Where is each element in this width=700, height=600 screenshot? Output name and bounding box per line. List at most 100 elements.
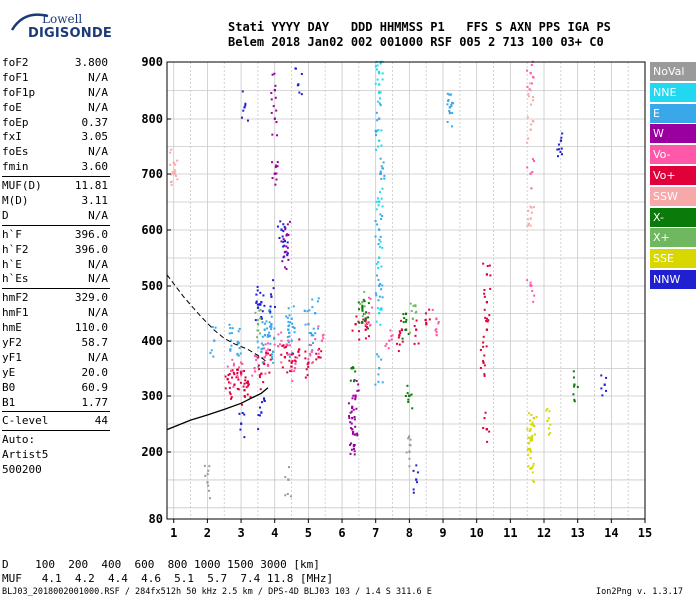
echo-vo--point [485, 328, 488, 331]
echo-vo--point [485, 273, 488, 276]
param-value: 396.0 [74, 227, 108, 241]
echo-e-point [238, 347, 241, 350]
echo-nnw-point [600, 374, 603, 377]
echo-vo--point [431, 308, 434, 311]
echo-ssw-point [532, 96, 535, 99]
echo-vo--point [530, 187, 533, 190]
echo-x--point [256, 336, 259, 339]
echo-nnw-point [278, 236, 281, 239]
echo-sse-point [532, 479, 535, 482]
echo-vo--point [230, 396, 233, 399]
echo-e-point [379, 104, 382, 107]
echo-e-point [272, 350, 275, 353]
echo-vo--point [244, 376, 247, 379]
echo-vo--point [224, 387, 227, 390]
param-row: 500200 [2, 463, 110, 478]
echo-nnw-point [561, 132, 564, 135]
echo-nnw-point [286, 253, 289, 256]
echo-vo--point [255, 359, 258, 362]
param-row: yE 20.0 [2, 366, 110, 381]
echo-nne-point [379, 191, 382, 194]
echo-e-point [378, 117, 381, 120]
echo-w-point [270, 111, 273, 114]
echo-vo--point [530, 63, 533, 66]
echo-nnw-point [263, 398, 266, 401]
echo-x--point [572, 376, 575, 379]
echo-w-point [285, 267, 288, 270]
param-row: Auto: [2, 433, 110, 448]
echo-vo--point [482, 345, 485, 348]
echo-nnw-point [272, 287, 275, 290]
muf-scale: D 100 200 400 600 800 1000 1500 3000 [km… [2, 558, 333, 586]
echo-nne-point [379, 62, 382, 65]
echo-ssw-point [169, 163, 172, 166]
echo-e-point [269, 312, 272, 315]
echo-vo--point [283, 356, 287, 359]
echo-ssw-point [526, 141, 529, 144]
echo-vo--point [290, 369, 293, 372]
param-row: fmin 3.60 [2, 160, 110, 175]
echo-ssw-point [174, 163, 177, 166]
echo-vo--point [371, 306, 374, 309]
echo-vo--point [243, 369, 246, 372]
echo-ssw-point [530, 211, 533, 214]
echo-e-point [230, 332, 233, 335]
echo-e-point [380, 358, 383, 361]
echo-nne-point [375, 262, 378, 265]
echo-sse-point [533, 433, 536, 436]
echo-nnw-point [286, 241, 289, 244]
echo-vo--point [280, 353, 283, 356]
echo-e-point [261, 361, 264, 364]
param-label: foE [2, 100, 22, 114]
echo-vo--point [483, 373, 486, 376]
echo-ssw-point [527, 92, 530, 95]
echo-noval-point [408, 450, 411, 453]
echo-e-point [374, 383, 377, 386]
echo-e-point [239, 352, 242, 355]
echo-ssw-point [526, 224, 529, 227]
echo-vo--point [428, 308, 431, 311]
echo-nnw-point [259, 406, 262, 409]
echo-e-point [381, 215, 384, 218]
echo-vo--point [526, 69, 529, 72]
echo-nnw-point [412, 469, 415, 472]
echo-e-point [447, 100, 450, 103]
echo-nnw-point [259, 291, 262, 294]
echo-vo--point [533, 160, 536, 163]
echo-e-point [374, 133, 377, 136]
echo-ssw-point [173, 169, 176, 172]
echo-vo--point [317, 325, 320, 328]
echo-nnw-point [559, 151, 562, 154]
echo-e-point [293, 331, 296, 334]
echo-nne-point [381, 205, 384, 208]
param-value: N/A [88, 100, 108, 114]
echo-w-point [351, 416, 354, 420]
echo-e-point [228, 323, 231, 326]
echo-ssw-point [527, 95, 530, 98]
echo-nnw-point [416, 481, 419, 484]
echo-vo--point [233, 383, 236, 386]
echo-e-point [272, 361, 275, 364]
echo-ssw-point [532, 120, 535, 123]
echo-w-point [352, 447, 355, 450]
echo-e-point [266, 335, 269, 338]
legend-item-noval: NoVal [650, 62, 696, 81]
echo-e-point [230, 344, 233, 347]
echo-sse-point [531, 471, 534, 474]
echo-ssw-point [529, 217, 532, 220]
echo-sse-point [549, 423, 552, 426]
echo-nne-point [378, 200, 381, 203]
echo-nnw-point [282, 245, 285, 248]
echo-ssw-point [171, 171, 174, 174]
echo-e-point [374, 219, 377, 222]
echo-w-point [271, 161, 274, 164]
param-label: hmF1 [2, 306, 29, 320]
echo-e-point [450, 105, 453, 108]
echo-e-point [229, 327, 232, 330]
echo-vo--point [366, 322, 369, 325]
echo-vo--point [417, 342, 420, 345]
echo-e-point [378, 367, 381, 370]
echo-vo--point [435, 318, 438, 321]
param-value: N/A [88, 70, 108, 84]
echo-nne-point [380, 308, 383, 311]
